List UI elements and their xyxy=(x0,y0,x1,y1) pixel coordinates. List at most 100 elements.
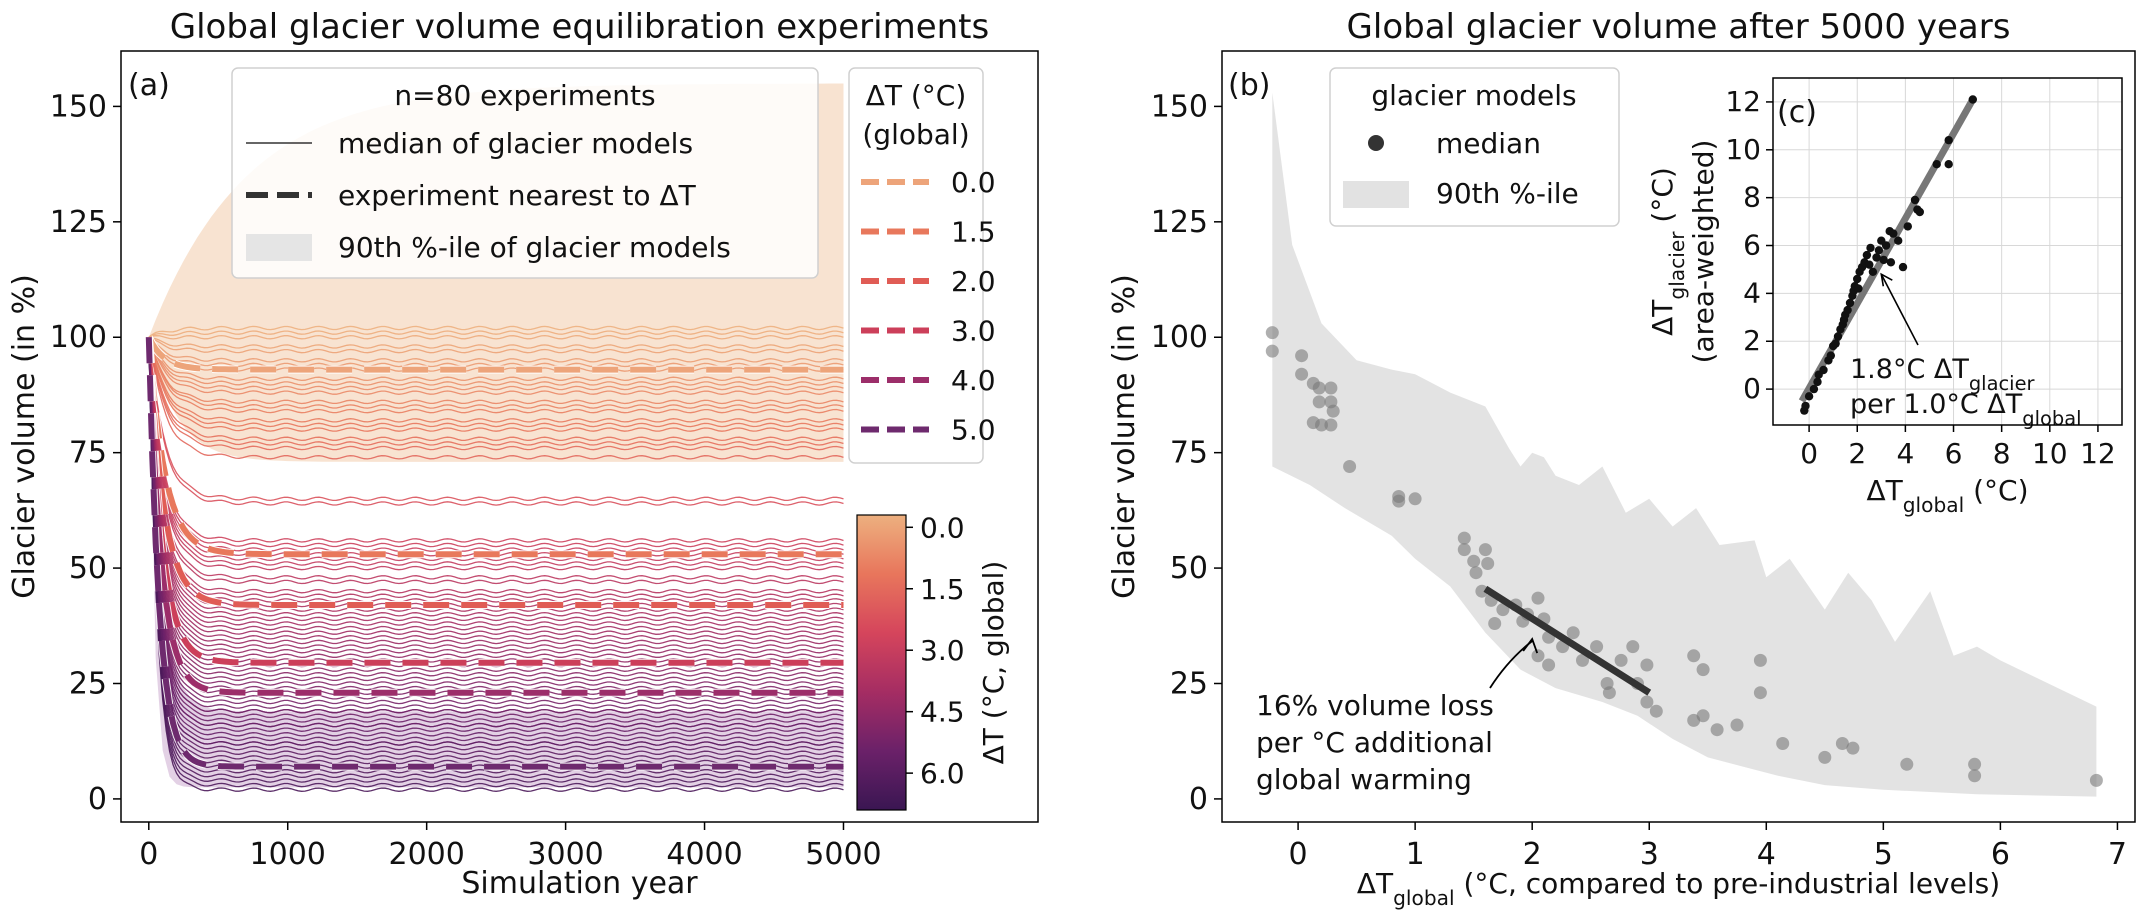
x-tick-label-b: 6 xyxy=(1991,837,2010,872)
point-c xyxy=(1865,260,1874,269)
x-tick-label-a: 3000 xyxy=(527,837,603,872)
point-c xyxy=(1968,95,1978,104)
legend-median-label: median of glacier models xyxy=(338,127,693,160)
panel-c-frame xyxy=(1772,77,2123,426)
median-line xyxy=(148,337,844,723)
median-line xyxy=(148,334,844,340)
annotation-arrowhead-b xyxy=(1522,637,1539,654)
median-line xyxy=(148,337,844,746)
median-point xyxy=(1265,326,1279,340)
colorbar-label: ΔT (°C, global) xyxy=(977,561,1010,765)
x-tick-label-b: 3 xyxy=(1640,837,1659,872)
median-point xyxy=(1488,617,1502,630)
annotation-c-line1: 1.8°C ΔTglacier xyxy=(1850,354,2035,395)
median-point xyxy=(1542,658,1556,672)
nearest-experiment-line xyxy=(145,337,844,608)
median-point xyxy=(2089,773,2103,787)
annotation-c-line2: per 1.0°C ΔTglobal xyxy=(1850,389,2082,430)
x-tick-label-a: 4000 xyxy=(666,837,742,872)
band-90pct-b xyxy=(1272,92,2097,797)
median-line xyxy=(148,337,844,686)
median-line xyxy=(148,337,844,640)
median-point xyxy=(1531,649,1545,663)
median-line xyxy=(148,337,844,774)
point-c xyxy=(1831,339,1840,348)
median-line xyxy=(148,337,844,788)
median-line xyxy=(148,336,844,363)
median-point xyxy=(1818,750,1832,764)
legend-dt-title-1: ΔT (°C) xyxy=(866,79,967,112)
median-line xyxy=(148,337,844,719)
point-c xyxy=(1826,351,1836,360)
annotation-text-b: per °C additional xyxy=(1256,726,1493,759)
median-point xyxy=(1968,769,1982,783)
point-c xyxy=(1894,236,1903,245)
point-c xyxy=(1898,262,1908,272)
panel-c-bg xyxy=(1773,78,2122,425)
median-line xyxy=(148,337,844,631)
median-line xyxy=(148,336,844,354)
point-c xyxy=(1853,274,1862,284)
nearest-experiment-line xyxy=(145,336,844,558)
median-point xyxy=(1326,404,1340,418)
point-c xyxy=(1881,241,1891,250)
median-line xyxy=(148,336,844,391)
median-point xyxy=(1312,395,1326,409)
median-line xyxy=(148,337,844,566)
point-c xyxy=(1889,229,1898,238)
median-point xyxy=(1324,418,1338,432)
legend-main-a: n=80 experiments median of glacier models… xyxy=(231,67,819,279)
median-line xyxy=(148,325,844,338)
ylabel-b: Glacier volume (in %) xyxy=(1107,274,1142,599)
x-tick-label-c: 12 xyxy=(2080,437,2116,470)
median-line xyxy=(148,337,844,783)
point-c xyxy=(1804,392,1814,401)
median-line xyxy=(148,336,844,386)
title-a: Global glacier volume equilibration expe… xyxy=(170,7,989,47)
panel-label-c: (c) xyxy=(1777,95,1817,130)
median-line xyxy=(148,337,844,649)
colorbar xyxy=(856,514,907,811)
ylabel-c-line2: (area-weighted) xyxy=(1687,140,1720,364)
panel-label-a: (a) xyxy=(128,68,170,103)
median-line xyxy=(148,337,844,654)
annotation-text-b: global warming xyxy=(1256,763,1472,796)
point-c xyxy=(1868,267,1878,276)
median-line xyxy=(148,336,844,395)
median-point xyxy=(1324,381,1338,395)
point-c xyxy=(1910,195,1920,205)
median-line xyxy=(148,337,844,594)
x-tick-label-a: 0 xyxy=(139,837,158,872)
median-line xyxy=(148,337,844,760)
median-point xyxy=(1496,603,1510,617)
panel-a-frame xyxy=(120,50,1039,823)
x-tick-label-b: 0 xyxy=(1289,837,1308,872)
median-line xyxy=(148,336,844,382)
median-point xyxy=(1295,349,1309,363)
median-line xyxy=(148,337,844,571)
median-line xyxy=(148,337,844,428)
y-tick-label-c: 12 xyxy=(1725,85,1761,118)
median-point xyxy=(1475,584,1489,598)
median-point xyxy=(1846,741,1860,755)
x-tick-label-c: 8 xyxy=(1993,437,2011,470)
nearest-experiment-line xyxy=(145,337,844,666)
median-point xyxy=(1753,686,1767,700)
median-line xyxy=(148,337,844,779)
point-c xyxy=(1833,332,1843,341)
point-c xyxy=(1872,253,1881,262)
median-line xyxy=(148,337,844,502)
median-line xyxy=(148,337,844,659)
median-line xyxy=(148,330,844,338)
x-tick-label-b: 2 xyxy=(1523,837,1542,872)
median-point xyxy=(1753,653,1767,667)
y-tick-label-a: 0 xyxy=(88,782,107,817)
median-point xyxy=(1687,649,1701,663)
y-tick-label-c: 8 xyxy=(1743,181,1761,214)
legend-dt-label: 0.0 xyxy=(951,166,996,199)
y-tick-label-a: 75 xyxy=(69,436,107,471)
median-line xyxy=(148,337,844,580)
legend-b-band-swatch xyxy=(1343,181,1409,208)
